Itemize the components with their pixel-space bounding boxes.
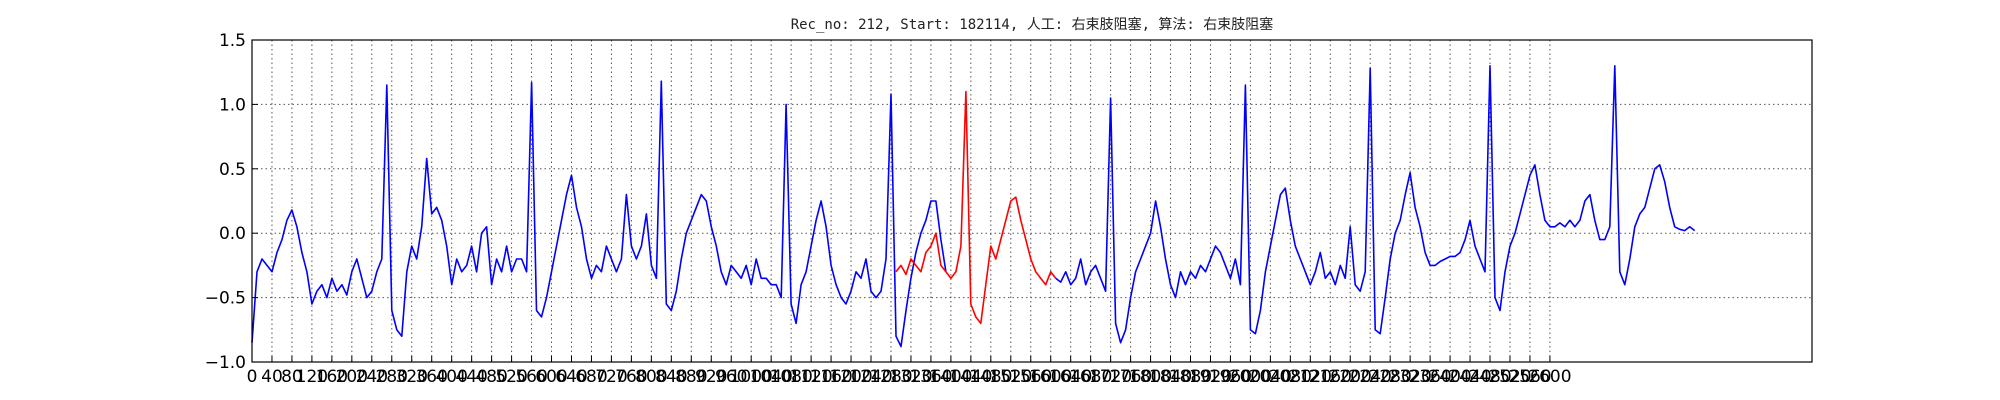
x-tick-label: 480 <box>475 367 507 387</box>
chart-title: Rec_no: 212, Start: 182114, 人工: 右束肢阻塞, 算… <box>791 16 1274 33</box>
x-tick-label: 1840 <box>1149 367 1192 387</box>
x-tick-label: 280 <box>376 367 408 387</box>
x-tick-label: 2200 <box>1329 367 1372 387</box>
x-tick-label: 1440 <box>949 367 992 387</box>
x-tick-label: 1400 <box>929 367 972 387</box>
series-line-annotated-segment <box>895 90 1057 325</box>
x-tick-label: 1960 <box>1209 367 1252 387</box>
series-line-signal-continued <box>1055 65 1696 344</box>
x-tick-label: 720 <box>595 367 627 387</box>
x-tick-label: 680 <box>575 367 607 387</box>
y-tick-label: −0.5 <box>205 289 246 309</box>
x-tick-label: 1880 <box>1169 367 1212 387</box>
x-tick-label: 2240 <box>1349 367 1392 387</box>
x-tick-label: 2000 <box>1229 367 1272 387</box>
x-tick-label: 2280 <box>1369 367 1412 387</box>
x-tick-label: 2360 <box>1408 367 1451 387</box>
x-tick-label: 920 <box>695 367 727 387</box>
series-layer <box>251 65 1696 348</box>
x-tick-label: 2520 <box>1488 367 1531 387</box>
x-tick-label: 2400 <box>1428 367 1471 387</box>
x-tick-label: 120 <box>296 367 328 387</box>
x-tick-label: 760 <box>615 367 647 387</box>
x-tick-label: 2320 <box>1389 367 1432 387</box>
x-tick-label: 160 <box>316 367 348 387</box>
x-tick-label: 1080 <box>770 367 813 387</box>
x-tick-label: 1480 <box>969 367 1012 387</box>
x-tick-label: 560 <box>515 367 547 387</box>
x-tick-label: 1560 <box>1009 367 1052 387</box>
x-tick-label: 2440 <box>1448 367 1491 387</box>
x-tick-label: 1640 <box>1049 367 1092 387</box>
x-tick-label: 1160 <box>809 367 852 387</box>
y-tick-label: −1.0 <box>205 353 246 373</box>
x-tick-label: 1320 <box>889 367 932 387</box>
y-tick-label: 1.0 <box>219 95 246 115</box>
x-tick-label: 80 <box>281 367 303 387</box>
plot-frame <box>251 39 1813 363</box>
x-tick-label: 640 <box>555 367 587 387</box>
x-tick-label: 240 <box>356 367 388 387</box>
x-axis-ticks: 0 408012016020024028032036040044048052056… <box>247 356 1572 387</box>
x-tick-label: 1360 <box>909 367 952 387</box>
y-tick-label: 0.0 <box>219 224 246 244</box>
x-tick-label: 2600 <box>1528 367 1571 387</box>
x-tick-label: 2120 <box>1289 367 1332 387</box>
y-axis-ticks: 1.5 1.0 0.5 0.0 −0.5 −1.0 <box>205 31 258 373</box>
x-tick-label: 1760 <box>1109 367 1152 387</box>
y-tick-label: 1.5 <box>219 31 246 51</box>
x-tick-label: 1200 <box>829 367 872 387</box>
x-tick-label: 440 <box>455 367 487 387</box>
x-tick-label: 1040 <box>750 367 793 387</box>
x-tick-label: 1280 <box>869 367 912 387</box>
x-tick-label: 800 <box>635 367 667 387</box>
x-tick-label: 320 <box>396 367 428 387</box>
x-tick-label: 200 <box>336 367 368 387</box>
x-tick-label: 0 <box>247 367 258 387</box>
x-tick-label: 840 <box>655 367 687 387</box>
x-tick-label: 400 <box>435 367 467 387</box>
x-tick-label: 1800 <box>1129 367 1172 387</box>
x-tick-label: 1680 <box>1069 367 1112 387</box>
x-tick-label: 520 <box>495 367 527 387</box>
x-tick-label: 1240 <box>849 367 892 387</box>
x-tick-label: 2480 <box>1468 367 1511 387</box>
x-tick-label: 2040 <box>1249 367 1292 387</box>
y-tick-label: 0.5 <box>219 160 246 180</box>
x-tick-label: 2560 <box>1508 367 1551 387</box>
x-tick-label: 1600 <box>1029 367 1072 387</box>
x-tick-label: 360 <box>415 367 447 387</box>
grid-layer <box>252 40 1812 362</box>
x-tick-label: 2080 <box>1269 367 1312 387</box>
x-tick-label: 2160 <box>1309 367 1352 387</box>
x-tick-label: 40 <box>261 367 283 387</box>
x-tick-label: 1000 <box>730 367 773 387</box>
series-line-signal <box>251 80 947 348</box>
x-tick-label: 880 <box>675 367 707 387</box>
x-tick-label: 1120 <box>789 367 832 387</box>
x-tick-label: 1520 <box>989 367 1032 387</box>
x-tick-label: 1720 <box>1089 367 1132 387</box>
x-tick-label: 600 <box>535 367 567 387</box>
x-tick-label: 1920 <box>1189 367 1232 387</box>
x-tick-label: 960 <box>715 367 747 387</box>
